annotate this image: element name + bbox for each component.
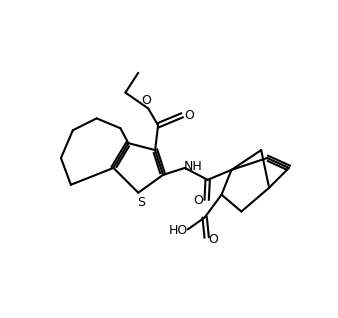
Text: O: O <box>141 94 151 107</box>
Text: S: S <box>137 196 145 209</box>
Text: NH: NH <box>184 160 202 173</box>
Text: O: O <box>193 194 203 207</box>
Text: O: O <box>184 109 194 122</box>
Text: O: O <box>209 233 219 246</box>
Text: HO: HO <box>168 224 188 237</box>
